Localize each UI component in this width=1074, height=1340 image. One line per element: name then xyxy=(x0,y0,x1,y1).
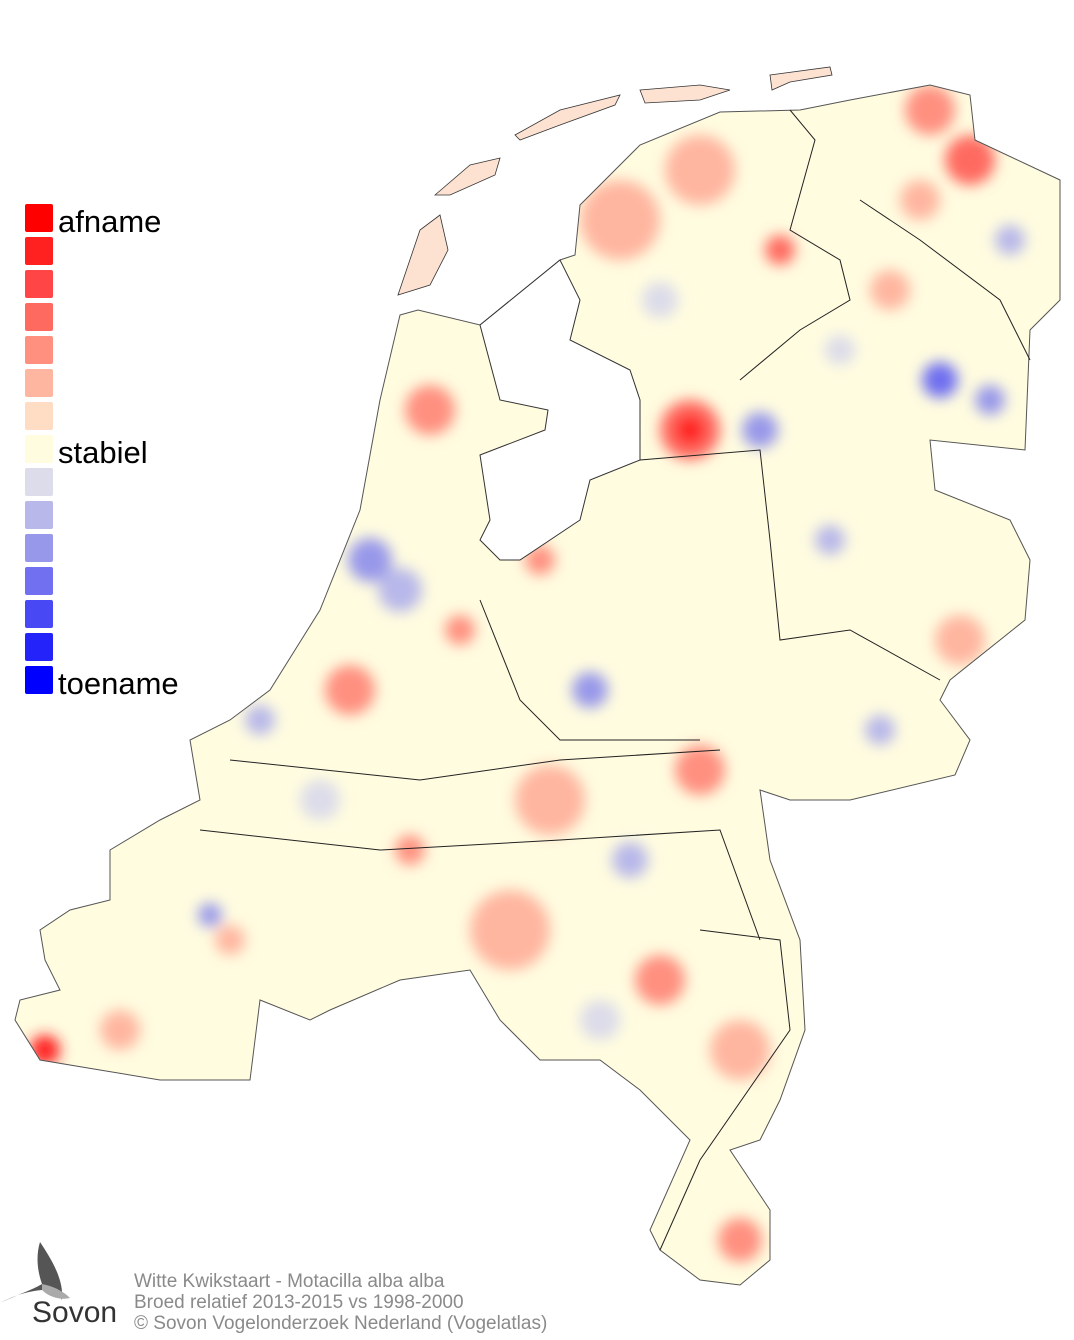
trend-patch xyxy=(378,568,422,612)
trend-patch xyxy=(325,665,375,715)
trend-patch xyxy=(765,235,795,265)
legend-swatch xyxy=(25,600,53,628)
legend-swatch xyxy=(25,303,53,331)
trend-patch xyxy=(245,705,275,735)
legend-swatch xyxy=(25,237,53,265)
sovon-logo-text: Sovon xyxy=(32,1296,118,1329)
period-subtitle: Broed relatief 2013-2015 vs 1998-2000 xyxy=(134,1292,464,1313)
swallow-icon xyxy=(2,1242,70,1302)
legend-label-toename: toename xyxy=(58,666,179,701)
trend-patch xyxy=(348,538,392,582)
species-title: Witte Kwikstaart - Motacilla alba alba xyxy=(134,1271,445,1292)
trend-patch xyxy=(675,745,725,795)
trend-patch xyxy=(515,765,585,835)
trend-patch xyxy=(905,85,955,135)
legend-swatch xyxy=(25,435,53,463)
legend-swatch xyxy=(25,567,53,595)
trend-patch xyxy=(470,890,550,970)
legend-swatch xyxy=(25,666,53,694)
legend-swatch xyxy=(25,402,53,430)
trend-patch xyxy=(995,225,1025,255)
trend-patch xyxy=(742,412,778,448)
trend-patch xyxy=(922,362,958,398)
trend-patch xyxy=(405,385,455,435)
trend-patch xyxy=(815,525,845,555)
legend-label-afname: afname xyxy=(58,204,162,239)
province-borders xyxy=(199,109,1031,1251)
legend-swatch xyxy=(25,633,53,661)
legend-label-stabiel: stabiel xyxy=(58,435,148,470)
trend-patch xyxy=(395,835,425,865)
legend-swatch xyxy=(25,534,53,562)
trend-patch xyxy=(300,780,340,820)
trend-patch xyxy=(635,955,685,1005)
ijsselmeer xyxy=(479,259,641,561)
trend-patch xyxy=(525,545,555,575)
trend-patch xyxy=(642,282,678,318)
trend-patch xyxy=(612,842,648,878)
legend-swatch xyxy=(25,336,53,364)
trend-patch xyxy=(870,270,910,310)
trend-patch xyxy=(580,180,660,260)
legend-swatch xyxy=(25,204,53,232)
trend-patch xyxy=(900,180,940,220)
trend-patch xyxy=(198,903,222,927)
trend-patch xyxy=(215,925,245,955)
map-caption: Witte Kwikstaart - Motacilla alba alba B… xyxy=(134,1271,547,1334)
trend-patch xyxy=(975,385,1005,415)
trend-patch xyxy=(710,1020,770,1080)
trend-patch xyxy=(100,1010,140,1050)
copyright: © Sovon Vogelonderzoek Nederland (Vogela… xyxy=(134,1313,548,1334)
legend-swatch xyxy=(25,501,53,529)
trend-patch xyxy=(665,135,735,205)
trend-patch xyxy=(718,1218,762,1262)
trend-patch xyxy=(935,615,985,665)
trend-patch xyxy=(675,415,705,445)
trend-patch xyxy=(825,335,855,365)
trend-patch xyxy=(580,1000,620,1040)
trend-patch xyxy=(445,615,475,645)
trend-patch xyxy=(945,135,995,185)
legend-swatch xyxy=(25,369,53,397)
legend-swatch xyxy=(25,270,53,298)
trend-patch xyxy=(572,672,608,708)
trend-patch xyxy=(865,715,895,745)
wadden-islands xyxy=(397,66,833,296)
legend-swatch xyxy=(25,468,53,496)
